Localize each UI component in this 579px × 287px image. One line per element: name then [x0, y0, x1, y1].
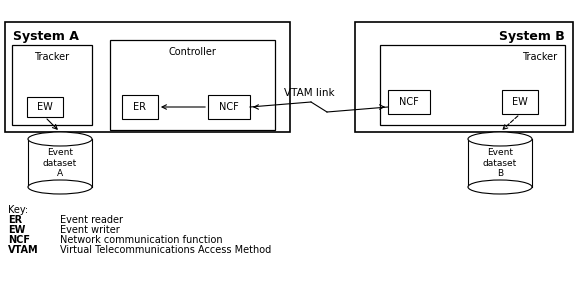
Text: Key:: Key:	[8, 205, 28, 215]
Text: EW: EW	[37, 102, 53, 112]
Ellipse shape	[468, 180, 532, 194]
Text: NCF: NCF	[399, 97, 419, 107]
Text: Event
dataset
B: Event dataset B	[483, 148, 517, 178]
Bar	[468, 139, 532, 187]
Text: NCF: NCF	[8, 235, 30, 245]
Bar	[27, 97, 63, 117]
Text: System A: System A	[13, 30, 79, 43]
Text: Tracker: Tracker	[34, 52, 69, 62]
Text: Network communication function: Network communication function	[60, 235, 222, 245]
Bar	[355, 22, 573, 132]
Text: VTAM: VTAM	[8, 245, 39, 255]
Ellipse shape	[28, 180, 92, 194]
Ellipse shape	[28, 132, 92, 146]
Bar	[380, 45, 565, 125]
Text: Event reader: Event reader	[60, 215, 123, 225]
Text: Event
dataset
A: Event dataset A	[43, 148, 77, 178]
Ellipse shape	[468, 132, 532, 146]
Bar	[122, 95, 158, 119]
Bar	[208, 95, 250, 119]
Text: ER: ER	[134, 102, 146, 112]
Text: Event writer: Event writer	[60, 225, 120, 235]
Text: Virtual Telecommunications Access Method: Virtual Telecommunications Access Method	[60, 245, 271, 255]
Text: NCF: NCF	[219, 102, 239, 112]
Bar	[502, 90, 538, 114]
Bar	[388, 90, 430, 114]
Text: EW: EW	[512, 97, 528, 107]
Text: ER: ER	[8, 215, 22, 225]
Bar	[110, 40, 275, 130]
Text: Controller: Controller	[168, 47, 217, 57]
Text: Tracker: Tracker	[522, 52, 557, 62]
Text: EW: EW	[8, 225, 25, 235]
Text: VTAM link: VTAM link	[284, 88, 334, 98]
Bar	[12, 45, 92, 125]
Text: System B: System B	[499, 30, 565, 43]
Bar	[28, 139, 92, 187]
Bar	[5, 22, 290, 132]
